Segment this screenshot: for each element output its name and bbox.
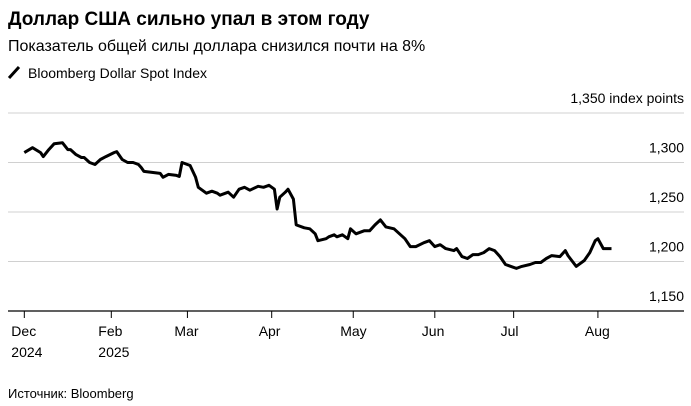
x-tick-label: Dec 2024	[11, 323, 42, 360]
x-tick-label: Apr	[259, 323, 281, 339]
legend-swatch	[7, 65, 21, 80]
y-tick-label: 1,350 index points	[570, 90, 684, 106]
x-tick-label: Aug	[585, 323, 610, 339]
chart-subtitle: Показатель общей силы доллара снизился п…	[8, 38, 425, 55]
chart-title: Доллар США сильно упал в этом году	[8, 9, 370, 30]
legend-label: Bloomberg Dollar Spot Index	[28, 65, 207, 81]
source: Источник: Bloomberg	[8, 386, 134, 401]
x-tick-label: May	[340, 323, 366, 339]
y-tick-label: 1,200	[649, 239, 684, 255]
y-tick-label: 1,300	[649, 140, 684, 156]
x-tick-label: Feb 2025	[98, 323, 129, 360]
y-tick-label: 1,250	[649, 189, 684, 205]
x-tick-label: Jul	[501, 323, 519, 339]
line-series	[23, 141, 612, 270]
x-tick-label: Mar	[174, 323, 198, 339]
y-tick-label: 1,150	[649, 288, 684, 304]
x-tick-label: Jun	[422, 323, 445, 339]
